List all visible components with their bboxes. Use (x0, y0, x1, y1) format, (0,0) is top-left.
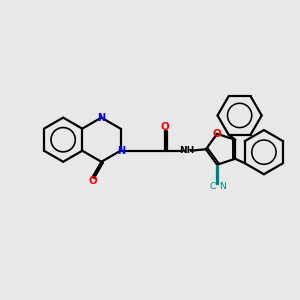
Text: C: C (210, 182, 216, 191)
Text: O: O (88, 176, 97, 186)
Text: N: N (117, 146, 125, 156)
Text: N: N (97, 112, 106, 123)
Text: O: O (160, 122, 169, 132)
Text: N: N (219, 182, 226, 191)
Text: O: O (213, 129, 221, 139)
Text: NH: NH (179, 146, 194, 155)
